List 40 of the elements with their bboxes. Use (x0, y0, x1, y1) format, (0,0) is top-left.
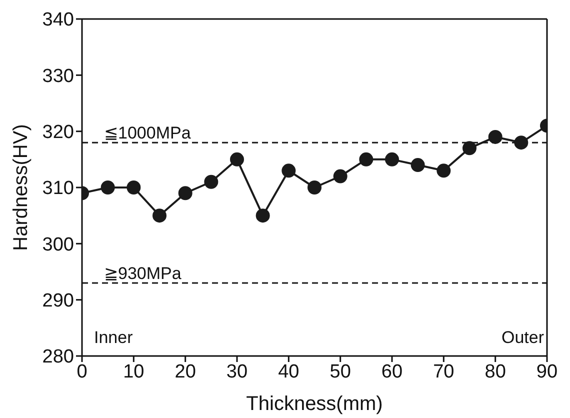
point (230, 152, 244, 166)
annotation: Outer (501, 328, 544, 348)
y-tick-label: 340 (42, 10, 74, 31)
x-tick-label: 50 (330, 361, 351, 382)
point (410, 158, 425, 172)
point (462, 141, 476, 156)
annotation: Inner (94, 328, 133, 348)
x-tick-label: 20 (174, 361, 196, 382)
y-tick-label: 320 (42, 122, 74, 144)
x-tick-label: 90 (536, 361, 558, 382)
x-tick-label: 70 (433, 361, 454, 382)
y-tick-label: 280 (42, 346, 74, 368)
y-tick-label: 300 (42, 234, 74, 256)
x-axis-title: Thickness(mm) (246, 393, 383, 415)
point (308, 180, 322, 194)
x-tick-label: 10 (123, 361, 144, 382)
x-tick-label: 0 (76, 361, 88, 382)
x-tick-label: 40 (278, 361, 300, 382)
y-tick-label: 310 (42, 178, 74, 200)
point (100, 180, 115, 194)
x-tick-label: 80 (484, 361, 506, 382)
y-tick-label: 290 (42, 290, 74, 312)
point (204, 174, 218, 189)
point (514, 136, 528, 150)
ref-line-label: ≦1000MPa (104, 124, 192, 143)
point (333, 169, 348, 184)
x-tick-label: 30 (226, 361, 248, 382)
point (152, 208, 166, 223)
y-tick-label: 330 (42, 66, 74, 87)
point (488, 130, 502, 144)
point (359, 152, 374, 166)
point (178, 186, 192, 200)
x-tick-label: 60 (381, 361, 403, 382)
ref-line-label: ≧930MPa (104, 264, 182, 283)
point (126, 180, 141, 194)
y-axis-title: Hardness(HV) (10, 124, 32, 251)
point (436, 164, 451, 178)
point (282, 164, 296, 178)
point (256, 208, 270, 223)
point (385, 152, 399, 166)
